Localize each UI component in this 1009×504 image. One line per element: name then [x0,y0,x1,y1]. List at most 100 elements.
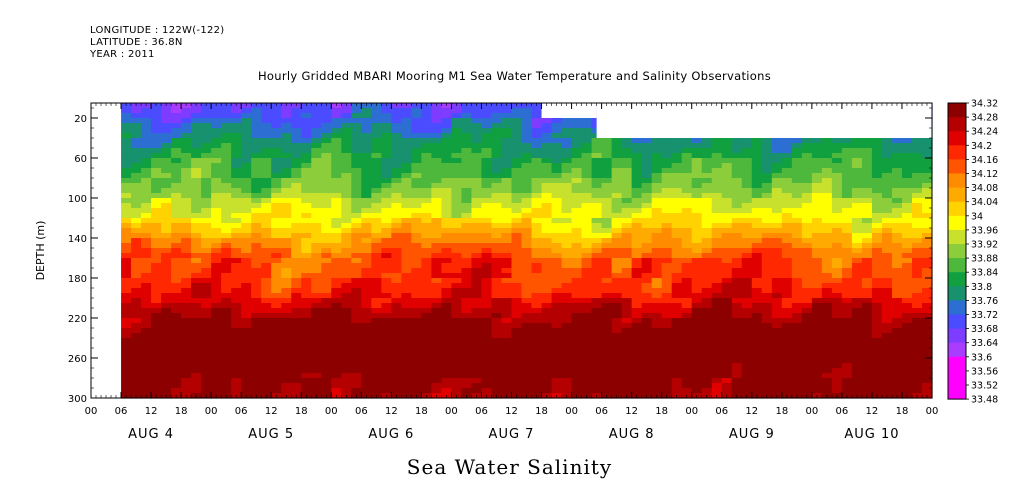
salinity-cell [691,173,703,179]
salinity-cell [921,143,933,149]
salinity-cell [281,218,292,224]
salinity-cell [591,168,603,174]
salinity-cell [161,318,172,324]
salinity-cell [701,238,713,244]
salinity-cell [491,208,503,214]
salinity-cell [471,148,483,154]
salinity-cell [361,133,372,139]
salinity-cell [881,368,893,374]
salinity-cell [301,188,312,194]
salinity-cell [181,203,192,209]
salinity-cell [811,253,823,259]
salinity-cell [671,208,683,214]
salinity-cell [601,208,613,214]
salinity-cell [191,133,202,139]
salinity-cell [321,198,332,204]
salinity-cell [841,288,853,294]
salinity-cell [571,218,583,224]
salinity-cell [531,323,543,329]
salinity-cell [581,263,593,269]
salinity-cell [161,263,172,269]
salinity-cell [381,393,392,399]
salinity-cell [721,178,733,184]
salinity-cell [291,233,302,239]
salinity-cell [171,128,182,134]
salinity-cell [781,223,793,229]
salinity-cell [441,373,453,379]
salinity-cell [691,258,703,264]
salinity-cell [601,198,613,204]
salinity-cell [471,288,483,294]
salinity-cell [141,193,152,199]
salinity-cell [681,328,693,334]
salinity-cell [791,348,803,354]
salinity-cell [861,308,873,314]
salinity-cell [271,373,282,379]
salinity-cell [851,328,863,334]
salinity-cell [141,358,152,364]
salinity-cell [841,203,853,209]
salinity-cell [601,163,613,169]
salinity-cell [471,328,483,334]
salinity-cell [541,318,553,324]
salinity-cell [171,233,182,239]
salinity-cell [341,213,352,219]
salinity-cell [401,368,412,374]
salinity-cell [501,103,513,109]
salinity-cell [621,328,633,334]
salinity-cell [201,188,212,194]
salinity-cell [831,308,843,314]
salinity-cell [861,143,873,149]
salinity-cell [541,173,553,179]
salinity-cell [331,358,342,364]
salinity-cell [261,253,272,259]
salinity-cell [601,388,613,394]
salinity-cell [741,178,753,184]
salinity-cell [231,203,242,209]
salinity-cell [351,383,362,389]
salinity-cell [251,383,262,389]
salinity-cell [271,243,282,249]
salinity-cell [581,328,593,334]
salinity-cell [561,243,573,249]
salinity-cell [911,183,923,189]
salinity-cell [451,308,463,314]
salinity-cell [431,323,443,329]
salinity-cell [171,228,182,234]
salinity-cell [561,218,573,224]
salinity-cell [321,288,332,294]
salinity-cell [131,343,142,349]
salinity-cell [231,188,242,194]
salinity-cell [451,298,463,304]
salinity-cell [161,213,172,219]
salinity-cell [771,243,783,249]
salinity-cell [131,133,142,139]
salinity-cell [871,338,883,344]
salinity-cell [611,248,623,254]
salinity-cell [601,138,613,144]
salinity-cell [711,298,723,304]
salinity-cell [231,323,242,329]
salinity-cell [881,298,893,304]
salinity-cell [201,243,212,249]
salinity-cell [151,148,162,154]
salinity-cell [221,163,232,169]
salinity-cell [261,138,272,144]
salinity-cell [211,153,222,159]
salinity-cell [741,213,753,219]
salinity-cell [661,148,673,154]
salinity-cell [681,178,693,184]
salinity-cell [191,188,202,194]
salinity-cell [131,358,142,364]
salinity-cell [661,248,673,254]
salinity-cell [251,228,262,234]
salinity-cell [181,363,192,369]
salinity-cell [231,298,242,304]
salinity-cell [691,148,703,154]
salinity-cell [821,328,833,334]
salinity-cell [741,183,753,189]
salinity-cell [191,233,202,239]
salinity-cell [761,293,773,299]
salinity-cell [881,358,893,364]
salinity-cell [831,168,843,174]
